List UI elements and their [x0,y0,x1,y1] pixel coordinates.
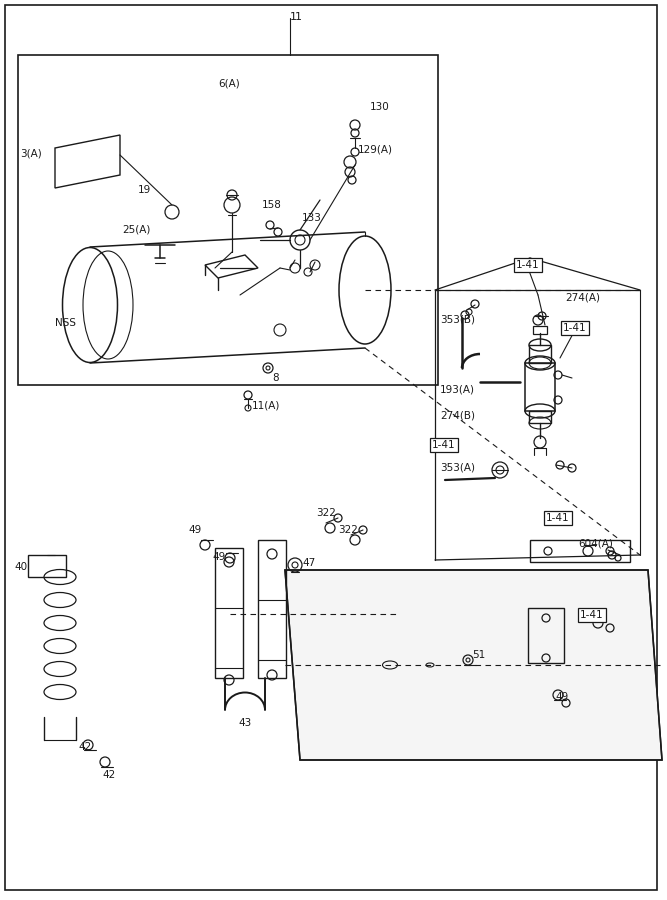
Text: 42: 42 [102,770,115,780]
Text: 322: 322 [338,525,358,535]
Bar [529,411,551,423]
Text: 49: 49 [555,692,568,702]
Text: 353(B): 353(B) [440,315,475,325]
Text: 43: 43 [238,718,251,728]
Text: 19: 19 [138,185,151,195]
Text: 604(A): 604(A) [578,538,613,548]
Text: 193(A): 193(A) [440,385,475,395]
Text: 1-41: 1-41 [546,513,570,523]
Text: 158: 158 [262,200,282,210]
Text: 353(A): 353(A) [440,462,475,472]
Text: 274(A): 274(A) [565,292,600,302]
Text: 274(B): 274(B) [440,410,475,420]
Text: 8: 8 [272,373,279,383]
Text: 11(A): 11(A) [252,400,280,410]
Text: 49: 49 [212,552,225,562]
Text: 1: 1 [295,12,302,22]
Bar [258,540,286,678]
Text: 1-41: 1-41 [563,323,587,333]
Bar [525,363,555,411]
Text: 47: 47 [302,558,315,568]
Text: 130: 130 [370,102,390,112]
Text: 322: 322 [316,508,336,518]
Bar [18,55,438,385]
Bar [28,555,66,577]
Text: 51: 51 [472,650,486,660]
Bar [530,540,630,562]
Text: 25(A): 25(A) [122,225,150,235]
Text: 1-41: 1-41 [432,440,456,450]
Text: 133: 133 [302,213,322,223]
Text: 42: 42 [78,742,91,752]
Bar [529,345,551,363]
Bar [533,326,547,334]
Text: 129(A): 129(A) [358,145,393,155]
Text: 49: 49 [188,525,201,535]
Text: 1-41: 1-41 [580,610,604,620]
Text: 1-41: 1-41 [516,260,540,270]
Bar [215,548,243,678]
Text: 6(A): 6(A) [218,78,239,88]
Polygon shape [285,570,662,760]
Text: 3(A): 3(A) [20,148,42,158]
Bar [528,608,564,663]
Text: NSS: NSS [55,318,76,328]
Text: 1: 1 [290,12,297,22]
Text: 40: 40 [14,562,27,572]
